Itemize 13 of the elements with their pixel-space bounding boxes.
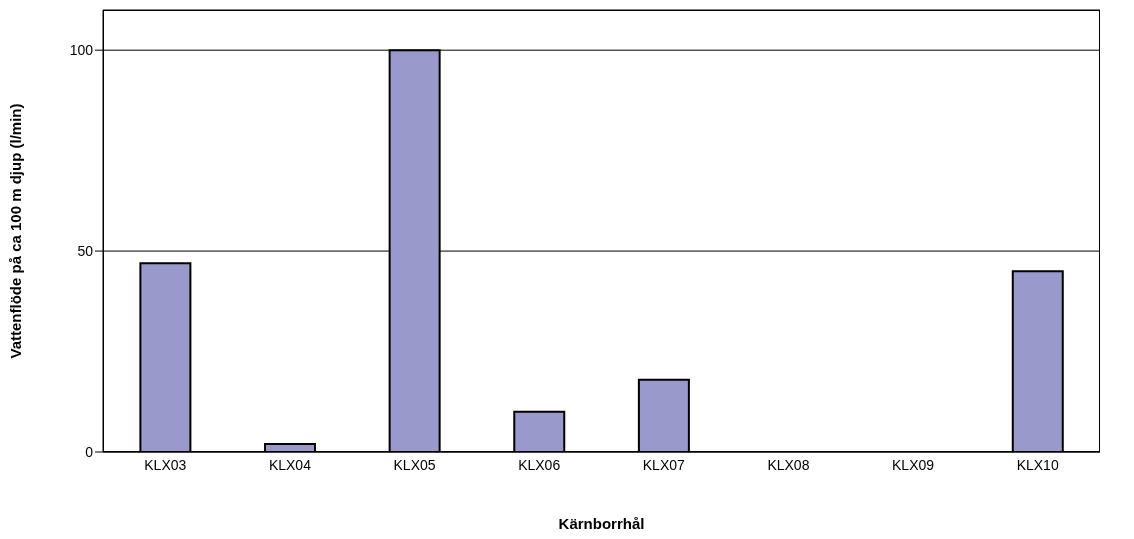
x-tick-label: KLX05 bbox=[393, 456, 436, 473]
y-tick-label: 100 bbox=[69, 42, 94, 59]
x-tick-label: KLX07 bbox=[642, 456, 686, 473]
x-tick-label: KLX10 bbox=[1016, 456, 1059, 473]
x-tick-label: KLX04 bbox=[268, 456, 312, 473]
y-tick-label: 50 bbox=[77, 243, 94, 260]
x-axis-title: Kärnborrhål bbox=[558, 515, 645, 532]
x-tick-label: KLX09 bbox=[892, 456, 935, 473]
x-tick-label: KLX06 bbox=[518, 456, 561, 473]
x-tick-label: KLX08 bbox=[767, 456, 810, 473]
x-tick-label: KLX03 bbox=[144, 456, 187, 473]
y-axis-title: Vattenflöde på ca 100 m djup (l/min) bbox=[7, 103, 25, 359]
y-tick-label: 0 bbox=[85, 443, 94, 460]
